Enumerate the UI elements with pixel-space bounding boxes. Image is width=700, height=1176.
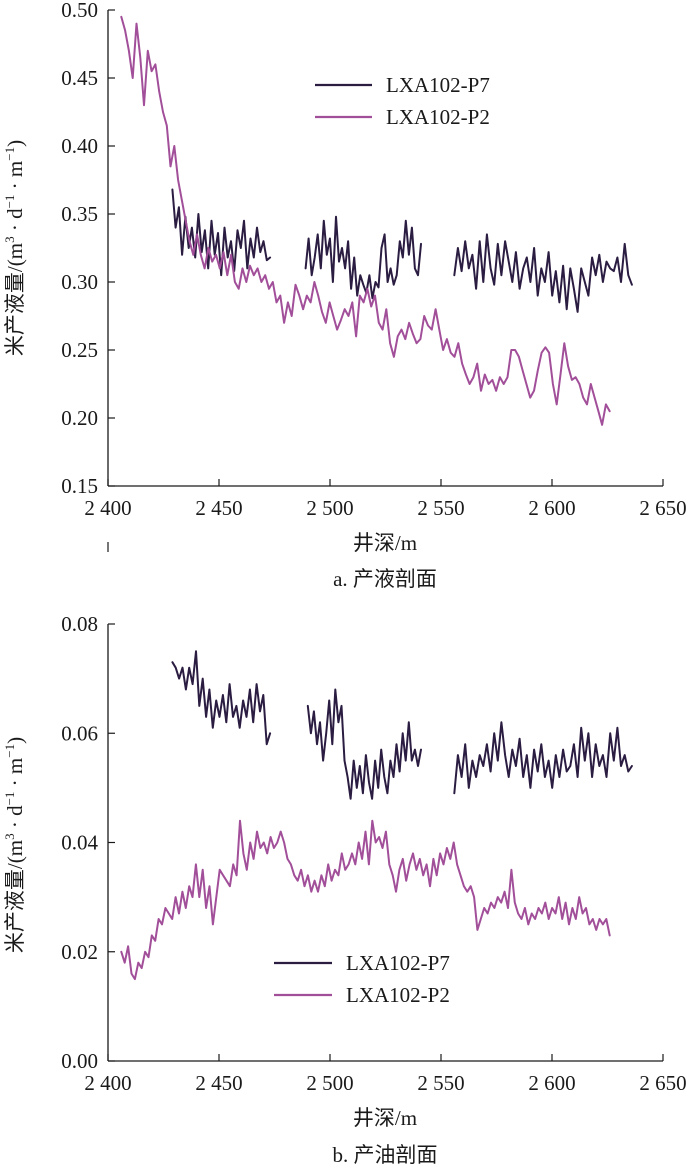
panel-a-y-label-exp3: 3 — [2, 236, 17, 243]
panel-b-legend: LXA102-P7 LXA102-P2 — [274, 951, 450, 1007]
panel-b-y-label-main: 米产液量/ — [3, 863, 27, 953]
panel-a-series-p7-segment-2 — [453, 233, 633, 313]
panel-a-series-p7-segment-0 — [171, 188, 272, 277]
panel-b-series — [120, 650, 633, 981]
panel-a-ytick-label-6: 0.45 — [61, 66, 98, 90]
panel-a-caption: a. 产液剖面 — [333, 567, 437, 591]
panel-b-series-p7-segment-1 — [306, 688, 422, 800]
panel-b-y-label-expm1b: −1 — [2, 744, 17, 758]
panel-a-y-label-dot1: · d — [3, 208, 27, 236]
legend-a-p7-label: LXA102-P7 — [386, 73, 490, 97]
panel-a-chart: 0.15 0.20 0.25 0.30 0.35 0.40 0.45 0.50 2 400 2 4… — [2, 0, 687, 591]
panel-a-ytick-label-0: 0.15 — [61, 474, 98, 498]
panel-a-ticks: 0.15 0.20 0.25 0.30 0.35 0.40 0.45 0.50 2 400 2 4… — [61, 0, 686, 520]
panel-a-series-p2-segment-0 — [120, 15, 611, 426]
panel-b-series-p2-segment-0 — [120, 819, 611, 981]
panel-b-xtick-label-4: 2 600 — [528, 1071, 575, 1095]
panel-b-y-label-close: ) — [3, 737, 27, 744]
legend-b-p7-label: LXA102-P7 — [346, 951, 450, 975]
panel-b-ytick-label-4: 0.08 — [61, 612, 98, 636]
panel-b-y-label-exp3: 3 — [2, 833, 17, 840]
panel-a-xtick-label-4: 2 600 — [528, 496, 575, 520]
panel-a-series-p7-segment-1 — [304, 215, 422, 300]
panel-b-chart: 0.00 0.02 0.04 0.06 0.08 2 400 2 450 2 500 2 550… — [2, 612, 687, 1167]
panel-b-xtick-label-2: 2 500 — [306, 1071, 353, 1095]
panel-a-y-label-close: ) — [3, 140, 27, 147]
panel-b-xtick-label-3: 2 550 — [417, 1071, 464, 1095]
panel-a-y-label-dot2: · m — [3, 161, 27, 195]
panel-b-series-p7-segment-0 — [171, 650, 272, 746]
panel-b-ticks: 0.00 0.02 0.04 0.06 0.08 2 400 2 450 2 500 2 550… — [61, 612, 686, 1095]
panel-b-y-label-expm1: −1 — [2, 792, 17, 806]
panel-a-ytick-label-4: 0.35 — [61, 202, 98, 226]
panel-a-y-label-main: 米产液量/ — [3, 266, 27, 356]
panel-a-series — [120, 15, 633, 426]
panel-a-xtick-label-0: 2 400 — [84, 496, 131, 520]
panel-b-x-label: 井深/m — [353, 1106, 417, 1130]
panel-a-x-label: 井深/m — [353, 531, 417, 555]
panel-b-ytick-label-1: 0.02 — [61, 940, 98, 964]
panel-b-y-label-open: (m — [3, 840, 27, 863]
panel-b-ytick-label-2: 0.04 — [61, 831, 98, 855]
legend-a-p2-label: LXA102-P2 — [386, 105, 490, 129]
panel-a-xtick-label-2: 2 500 — [306, 496, 353, 520]
panel-b-y-label: 米产液量/(m3 · d−1 · m−1) — [2, 737, 27, 953]
panel-a-ytick-label-7: 0.50 — [61, 0, 98, 22]
panel-b-ytick-label-0: 0.00 — [61, 1049, 98, 1073]
panel-a-xtick-label-5: 2 650 — [639, 496, 686, 520]
panel-b-xtick-label-5: 2 650 — [639, 1071, 686, 1095]
panel-a-legend: LXA102-P7 LXA102-P2 — [315, 73, 490, 129]
panel-b-caption: b. 产油剖面 — [333, 1143, 438, 1167]
panel-a-ytick-label-2: 0.25 — [61, 338, 98, 362]
panel-b-y-label-dot2: · m — [3, 758, 27, 792]
legend-b-p2-label: LXA102-P2 — [346, 983, 450, 1007]
panel-a-xtick-label-3: 2 550 — [417, 496, 464, 520]
panel-b-series-p7-segment-2 — [453, 721, 633, 795]
panel-b-xtick-label-0: 2 400 — [84, 1071, 131, 1095]
panel-a-y-label-open: (m — [3, 243, 27, 266]
panel-a-ytick-label-5: 0.40 — [61, 134, 98, 158]
panel-b-y-label-dot1: · d — [3, 805, 27, 833]
panel-b-xtick-label-1: 2 450 — [195, 1071, 242, 1095]
panel-a-y-label-expm1b: −1 — [2, 147, 17, 161]
panel-b-ytick-label-3: 0.06 — [61, 721, 98, 745]
panel-a-y-label: 米产液量/(m3 · d−1 · m−1) — [2, 140, 27, 356]
panel-a-ytick-label-1: 0.20 — [61, 406, 98, 430]
panel-a-xtick-label-1: 2 450 — [195, 496, 242, 520]
panel-a-ytick-label-3: 0.30 — [61, 270, 98, 294]
panel-a-y-label-expm1: −1 — [2, 195, 17, 209]
